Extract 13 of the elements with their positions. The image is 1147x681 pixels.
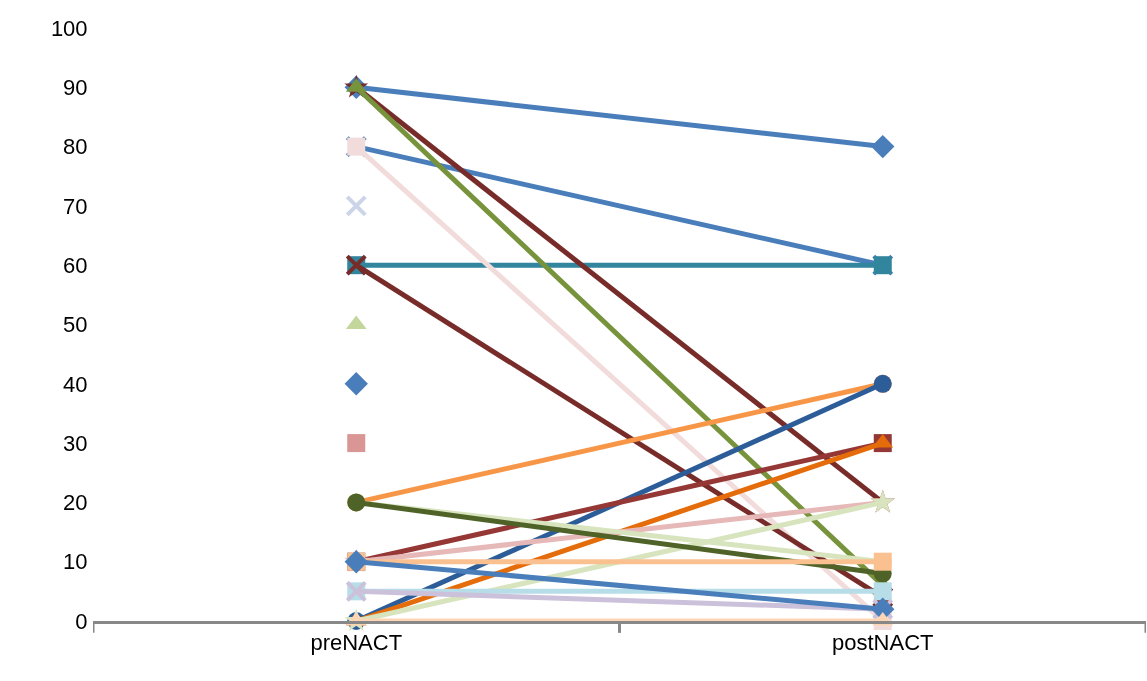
y-tick-label: 80 bbox=[63, 134, 88, 160]
y-tick-label: 100 bbox=[50, 15, 88, 41]
y-tick-label: 30 bbox=[63, 430, 88, 456]
y-tick-label: 10 bbox=[63, 549, 88, 575]
y-tick-label: 50 bbox=[63, 312, 88, 338]
x-tick-label: postNACT bbox=[832, 630, 934, 656]
y-tick-label: 40 bbox=[63, 371, 88, 397]
x-tick-label: preNACT bbox=[310, 630, 403, 656]
y-tick-label: 0 bbox=[75, 608, 88, 634]
y-tick-label: 70 bbox=[63, 193, 88, 219]
y-tick-label: 20 bbox=[63, 490, 88, 516]
y-tick-label: 90 bbox=[63, 75, 88, 100]
y-tick-label: 60 bbox=[63, 252, 88, 278]
